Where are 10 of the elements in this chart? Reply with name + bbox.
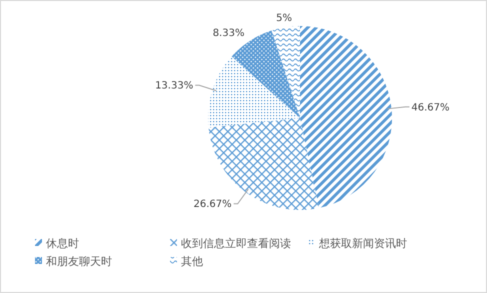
legend-label: 其他 <box>181 254 203 268</box>
legend-label: 想获取新闻资讯时 <box>318 236 407 250</box>
data-label: 5% <box>276 12 292 24</box>
data-label: 46.67% <box>411 102 450 114</box>
legend-label: 和朋友聊天时 <box>46 254 112 268</box>
data-label: 26.67% <box>194 199 232 210</box>
data-label: 13.33% <box>155 80 194 92</box>
data-label: 8.33% <box>212 28 244 39</box>
legend-label: 休息时 <box>46 236 79 250</box>
legend-label: 收到信息立即查看阅读 <box>181 236 291 250</box>
